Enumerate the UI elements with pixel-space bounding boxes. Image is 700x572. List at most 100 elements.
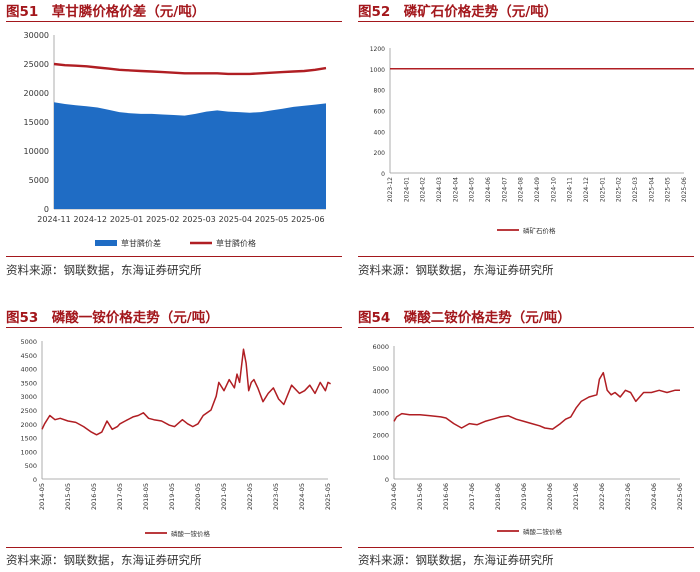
x-tick-label: 2024-06 (650, 483, 658, 510)
legend-item: 磷矿石价格 (497, 226, 556, 235)
x-tick-label: 2024-12 (583, 177, 590, 202)
y-tick-label: 6000 (372, 343, 389, 351)
legend-label: 磷矿石价格 (523, 226, 556, 235)
x-tick-label: 2025-04 (648, 177, 655, 202)
source-note: 资料来源：钢联数据，东海证券研究所 (6, 553, 202, 567)
x-tick-label: 2025-06 (681, 177, 688, 202)
x-tick-label: 2025-04 (219, 215, 252, 224)
x-tick-label: 2024-05 (298, 483, 306, 510)
glyphosate-chart: 0 5000 10000 15000 20000 25000 30000 2024-11 202… (24, 31, 327, 248)
y-tick-label: 30000 (24, 31, 49, 40)
x-tick-label: 2022-06 (598, 483, 606, 510)
x-tick-label: 2024-11 (567, 177, 574, 202)
x-tick-label: 2014-05 (38, 483, 46, 510)
y-tick-label: 0 (33, 476, 37, 484)
source-note: 资料来源：钢联数据，东海证券研究所 (6, 263, 202, 277)
x-tick-label: 2024-05 (469, 177, 476, 202)
x-tick-label: 2024-04 (452, 177, 459, 202)
x-tick-label: 2017-06 (468, 483, 476, 510)
x-tick-label: 2024-11 (37, 215, 70, 224)
x-tick-label: 2014-06 (390, 483, 398, 510)
y-tick-label: 1000 (20, 448, 37, 456)
x-tick-label: 2023-12 (387, 177, 394, 202)
y-tick-label: 2000 (20, 421, 37, 429)
y-tick-label: 1200 (370, 46, 385, 53)
x-tick-label: 2025-02 (146, 215, 179, 224)
legend-label: 磷酸一铵价格 (171, 529, 211, 538)
chart-title: 图54 磷酸二铵价格走势（元/吨） (358, 310, 571, 326)
y-tick-label: 3000 (20, 393, 37, 401)
x-tick-label: 2024-03 (436, 177, 443, 202)
x-tick-label: 2025-06 (676, 483, 684, 510)
x-tick-label: 2016-05 (90, 483, 98, 510)
series-line-0 (41, 348, 331, 436)
dap-chart: 0 1000 2000 3000 4000 5000 6000 2014-06 2015-06 2… (372, 343, 684, 536)
legend-label: 草甘膦价差 (121, 238, 161, 248)
y-tick-label: 25000 (24, 60, 49, 69)
legend-item: 草甘膦价差 (95, 238, 161, 248)
chart-panel-52: 图52 磷矿石价格走势（元/吨） 0 200 400 600 800 1000 1200 20… (358, 0, 694, 286)
x-tick-label: 2024-07 (501, 177, 508, 202)
x-tick-label: 2024-10 (550, 177, 557, 202)
y-tick-label: 3500 (20, 379, 37, 387)
x-tick-label: 2025-01 (110, 215, 143, 224)
x-tick-label: 2019-05 (168, 483, 176, 510)
y-tick-label: 400 (374, 129, 386, 136)
y-tick-label: 1500 (20, 435, 37, 443)
x-tick-label: 2024-09 (534, 177, 541, 202)
chart-panel-53: 图53 磷酸一铵价格走势（元/吨） 0 500 1000 1500 2000 2500 30… (6, 306, 342, 572)
chart-title: 图51 草甘膦价格价差（元/吨） (6, 4, 206, 20)
x-tick-label: 2023-05 (272, 483, 280, 510)
x-tick-label: 2024-08 (518, 177, 525, 202)
x-tick-label: 2024-12 (74, 215, 107, 224)
x-tick-label: 2023-06 (624, 483, 632, 510)
legend-swatch (95, 240, 117, 246)
x-tick-label: 2022-05 (246, 483, 254, 510)
x-tick-label: 2018-05 (142, 483, 150, 510)
series-line-1 (53, 62, 327, 76)
y-tick-label: 800 (374, 88, 386, 95)
legend-item: 磷酸二铵价格 (497, 527, 563, 536)
source-note: 资料来源：钢联数据，东海证券研究所 (358, 263, 554, 277)
x-tick-label: 2015-05 (64, 483, 72, 510)
x-tick-label: 2020-06 (546, 483, 554, 510)
chart-title: 图52 磷矿石价格走势（元/吨） (358, 4, 558, 20)
x-tick-label: 2019-06 (520, 483, 528, 510)
legend-item: 磷酸一铵价格 (145, 529, 211, 538)
x-tick-label: 2016-06 (442, 483, 450, 510)
y-tick-label: 0 (44, 205, 49, 214)
x-tick-label: 2025-02 (616, 177, 623, 202)
y-tick-label: 600 (374, 109, 386, 116)
source-divider (358, 256, 694, 257)
x-tick-label: 2024-01 (403, 177, 410, 202)
legend-item: 草甘膦价格 (190, 238, 256, 248)
title-divider (358, 327, 694, 328)
title-divider (358, 21, 694, 22)
x-tick-label: 2021-06 (572, 483, 580, 510)
x-tick-label: 2025-03 (182, 215, 215, 224)
title-divider (6, 327, 342, 328)
x-tick-label: 2025-05 (324, 483, 332, 510)
map-chart: 0 500 1000 1500 2000 2500 3000 3500 4000 4500 5000… (20, 338, 332, 538)
x-tick-label: 2025-05 (255, 215, 288, 224)
y-tick-label: 10000 (24, 147, 49, 156)
y-tick-label: 20000 (24, 89, 49, 98)
x-tick-label: 2020-05 (194, 483, 202, 510)
x-tick-label: 2017-05 (116, 483, 124, 510)
y-tick-label: 3000 (372, 410, 389, 418)
chart-panel-51: 图51 草甘膦价格价差（元/吨） 0 5000 10000 15000 20000 250… (6, 0, 342, 286)
x-tick-label: 2025-05 (665, 177, 672, 202)
phosphate-rock-chart: 0 200 400 600 800 1000 1200 2023-12 2024-01 2024-… (370, 46, 694, 235)
source-divider (358, 547, 694, 548)
y-tick-label: 2500 (20, 407, 37, 415)
series-line-0 (393, 371, 680, 430)
series-area-0 (54, 102, 326, 209)
y-tick-label: 0 (385, 476, 389, 484)
x-tick-label: 2025-03 (632, 177, 639, 202)
legend-label: 磷酸二铵价格 (523, 527, 563, 536)
y-tick-label: 200 (374, 150, 386, 157)
y-tick-label: 1000 (372, 454, 389, 462)
y-tick-label: 15000 (24, 118, 49, 127)
source-note: 资料来源：钢联数据，东海证券研究所 (358, 553, 554, 567)
y-tick-label: 1000 (370, 67, 385, 74)
